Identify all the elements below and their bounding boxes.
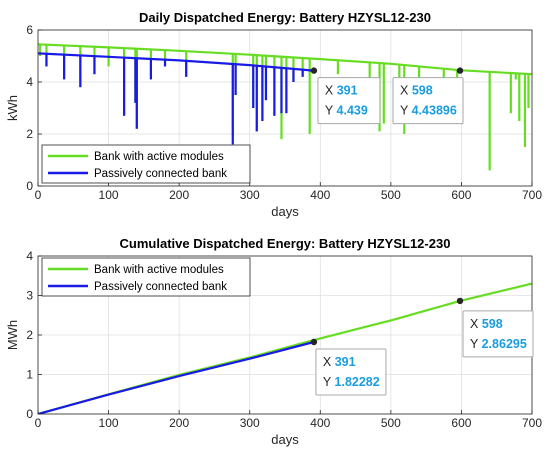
x-tick-label: 0 [35, 416, 42, 430]
datatip-y-value: 1.82282 [335, 375, 380, 389]
x-tick-label: 600 [451, 188, 471, 202]
y-tick-label: 2 [26, 127, 33, 141]
series-2 [38, 52, 314, 145]
x-tick-label: 500 [381, 188, 401, 202]
datatip-marker [310, 338, 318, 346]
x-tick-label: 400 [310, 416, 330, 430]
datatip-x-label: X [323, 355, 335, 369]
x-tick-label: 700 [522, 416, 542, 430]
datatip-y: Y 2.86295 [470, 337, 527, 351]
y-axis-label: MWh [5, 320, 20, 350]
legend-entry: Bank with active modules [94, 264, 224, 276]
y-tick-label: 3 [26, 289, 33, 303]
legend-entry: Passively connected bank [94, 281, 227, 293]
chart-title: Cumulative Dispatched Energy: Battery HZ… [120, 236, 451, 251]
datatip-x: X 391 [323, 355, 356, 369]
datatip-y: Y 1.82282 [323, 375, 380, 389]
x-tick-label: 700 [522, 188, 542, 202]
x-tick-label: 300 [240, 416, 260, 430]
datatip-x-label: X [325, 84, 337, 98]
y-tick-label: 2 [26, 328, 33, 342]
datatip-box [462, 310, 534, 358]
legend-entry: Bank with active modules [94, 151, 224, 163]
x-tick-label: 0 [35, 188, 42, 202]
y-tick-label: 6 [26, 23, 33, 37]
datatip-x-value: 391 [335, 355, 356, 369]
y-tick-label: 0 [26, 179, 33, 193]
legend-entry: Passively connected bank [94, 168, 227, 180]
series-line [38, 52, 314, 72]
datatip-x-label: X [400, 84, 412, 98]
datatip-y-label: Y [325, 104, 337, 118]
datatip-y-value: 2.86295 [482, 337, 527, 351]
x-tick-label: 100 [99, 416, 119, 430]
datatip-y-value: 4.43896 [412, 104, 457, 118]
y-tick-label: 0 [26, 407, 33, 421]
chart-panel-1: 0 100 200 300 400 500 600 700 0 2 4 6 Daily Dispatch… [5, 10, 542, 219]
x-tick-label: 300 [240, 188, 260, 202]
legend: Bank with active modules Passively connec… [41, 144, 251, 184]
legend-box [41, 257, 251, 297]
datatip-marker [456, 297, 464, 305]
datatip-marker [310, 67, 318, 74]
x-tick-label: 400 [310, 188, 330, 202]
x-tick-label: 100 [99, 188, 119, 202]
datatip-y: Y 4.439 [325, 104, 368, 118]
chart-panel-2: 0 100 200 300 400 500 600 700 0 1 2 3 4 Cumulative Di… [5, 236, 542, 447]
datatip-y-label: Y [470, 337, 482, 351]
series-line [38, 340, 315, 414]
datatip-x: X 598 [470, 317, 503, 331]
axes-box [37, 29, 533, 187]
datatip-box [392, 77, 464, 125]
datatip-y: Y 4.43896 [400, 104, 457, 118]
datatip-y-value: 4.439 [337, 104, 368, 118]
datatip-x-value: 598 [482, 317, 503, 331]
x-axis-label: days [271, 432, 299, 447]
series-2 [38, 340, 315, 414]
x-tick-label: 500 [381, 416, 401, 430]
datatip-x-value: 598 [412, 84, 433, 98]
datatip-x-value: 391 [337, 84, 358, 98]
x-tick-label: 600 [451, 416, 471, 430]
series-line [38, 43, 532, 76]
datatip-y-label: Y [323, 375, 335, 389]
datatip-marker [456, 67, 464, 74]
x-tick-label: 200 [169, 188, 189, 202]
datatip-x: X 391 [325, 84, 358, 98]
chart-title: Daily Dispatched Energy: Battery HZYSL12… [139, 10, 431, 25]
datatip-box [317, 77, 381, 125]
datatip-y-label: Y [400, 104, 412, 118]
y-tick-label: 1 [26, 368, 33, 382]
datatip-x-label: X [470, 317, 482, 331]
datatip-box [315, 348, 387, 396]
y-tick-label: 4 [26, 75, 33, 89]
x-tick-label: 200 [169, 416, 189, 430]
legend: Bank with active modules Passively connec… [41, 257, 251, 297]
y-tick-label: 4 [26, 249, 33, 263]
datatip-x: X 598 [400, 84, 433, 98]
x-axis-label: days [271, 204, 299, 219]
y-axis-label: kWh [5, 95, 20, 121]
legend-box [41, 144, 251, 184]
